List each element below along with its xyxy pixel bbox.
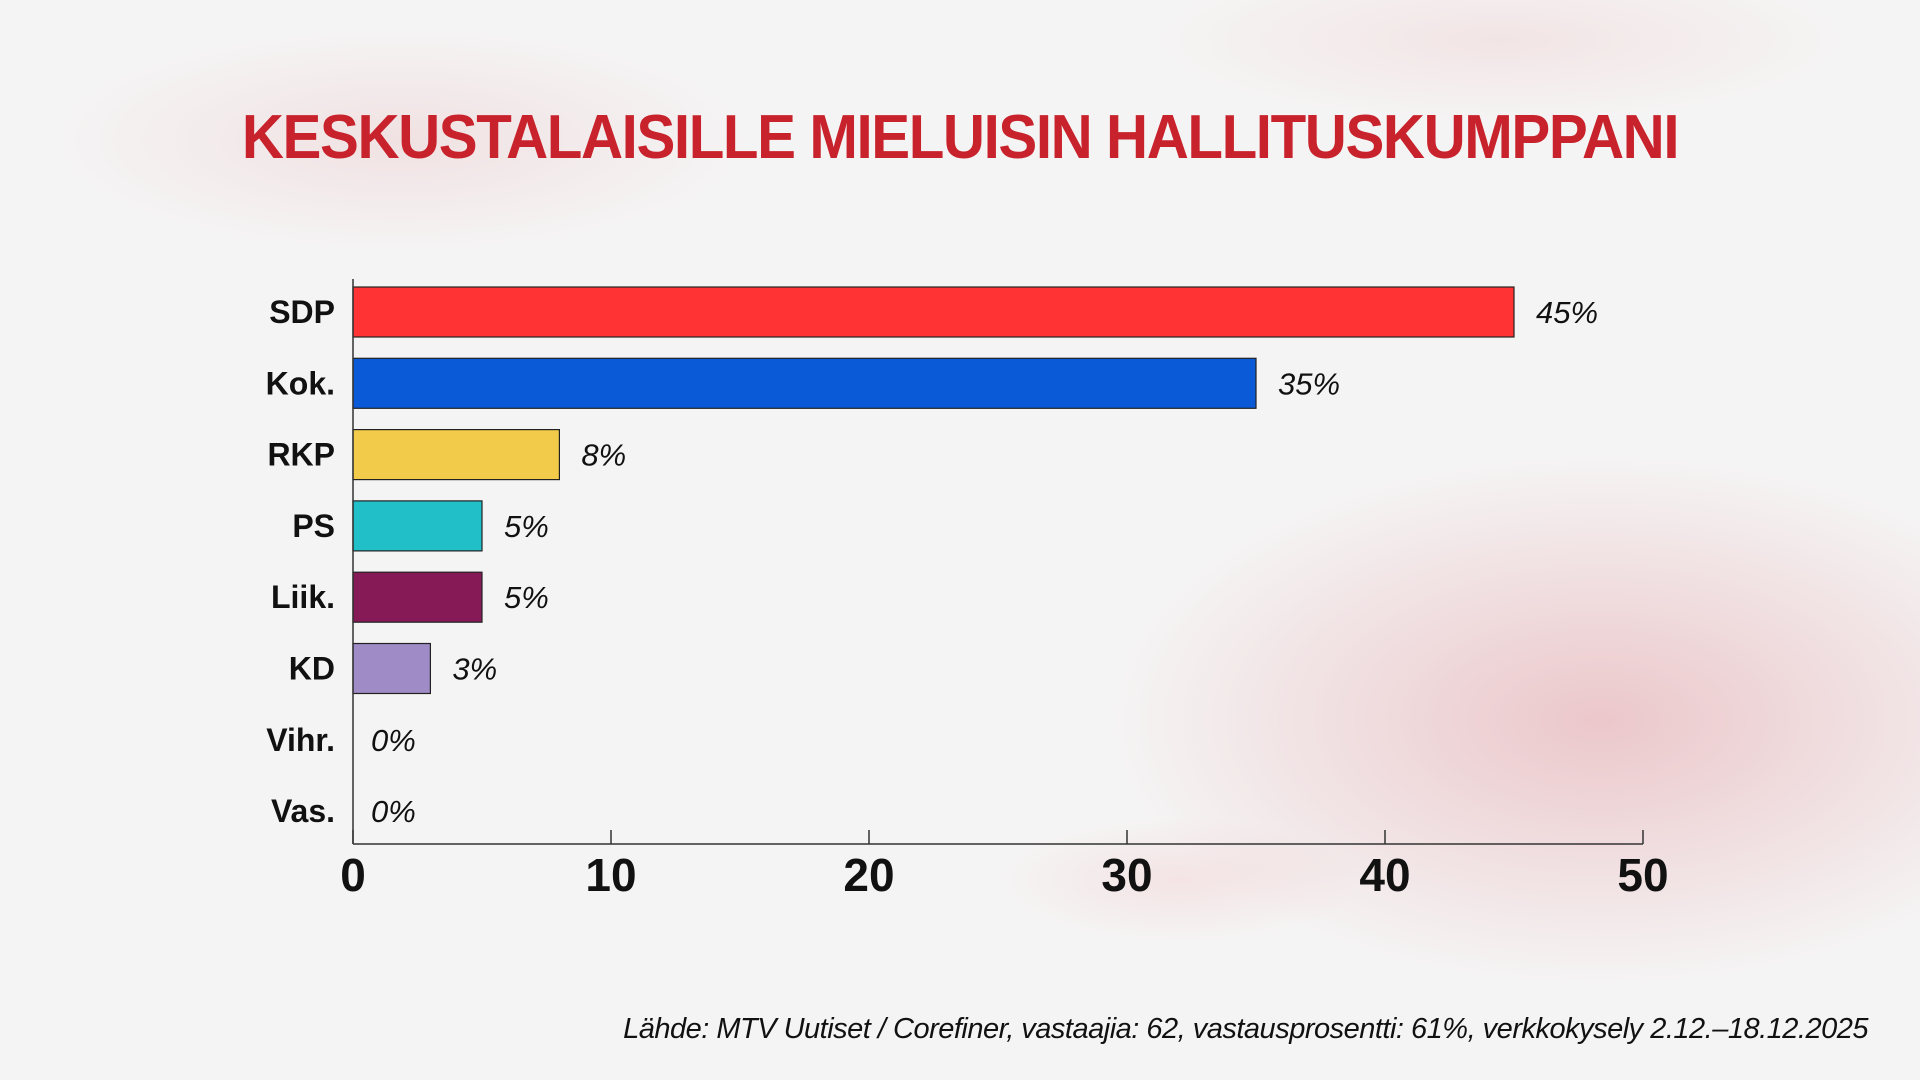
bar-4 (352, 571, 483, 623)
category-label: Kok. (266, 365, 335, 401)
bar-5 (352, 642, 432, 695)
category-label: Vihr. (266, 722, 335, 758)
value-label: 45% (1536, 295, 1598, 330)
category-label: PS (292, 508, 335, 544)
chart-title: KESKUSTALAISILLE MIELUISIN HALLITUSKUMPP… (241, 103, 1680, 172)
bar-3 (352, 500, 483, 552)
category-label: Vas. (271, 793, 335, 829)
bar-0 (352, 286, 1515, 338)
value-label: 0% (371, 723, 416, 758)
x-tick-label: 40 (1359, 849, 1410, 901)
category-label: KD (289, 651, 335, 687)
category-label: RKP (267, 437, 335, 473)
bar-2 (352, 429, 560, 481)
source-note: Lähde: MTV Uutiset / Corefiner, vastaaji… (623, 1013, 1868, 1045)
x-tick-label: 10 (585, 849, 636, 901)
value-label: 3% (452, 652, 497, 687)
category-label: SDP (269, 294, 335, 330)
category-label: Liik. (271, 579, 335, 615)
bar-1 (352, 357, 1257, 409)
x-tick-label: 30 (1101, 849, 1152, 901)
x-tick-label: 50 (1617, 849, 1668, 901)
x-tick-label: 0 (340, 849, 366, 901)
value-label: 5% (504, 509, 549, 544)
value-label: 0% (371, 794, 416, 829)
value-label: 8% (581, 438, 626, 473)
value-label: 35% (1278, 366, 1340, 401)
x-tick-label: 20 (843, 849, 894, 901)
value-label: 5% (504, 580, 549, 615)
